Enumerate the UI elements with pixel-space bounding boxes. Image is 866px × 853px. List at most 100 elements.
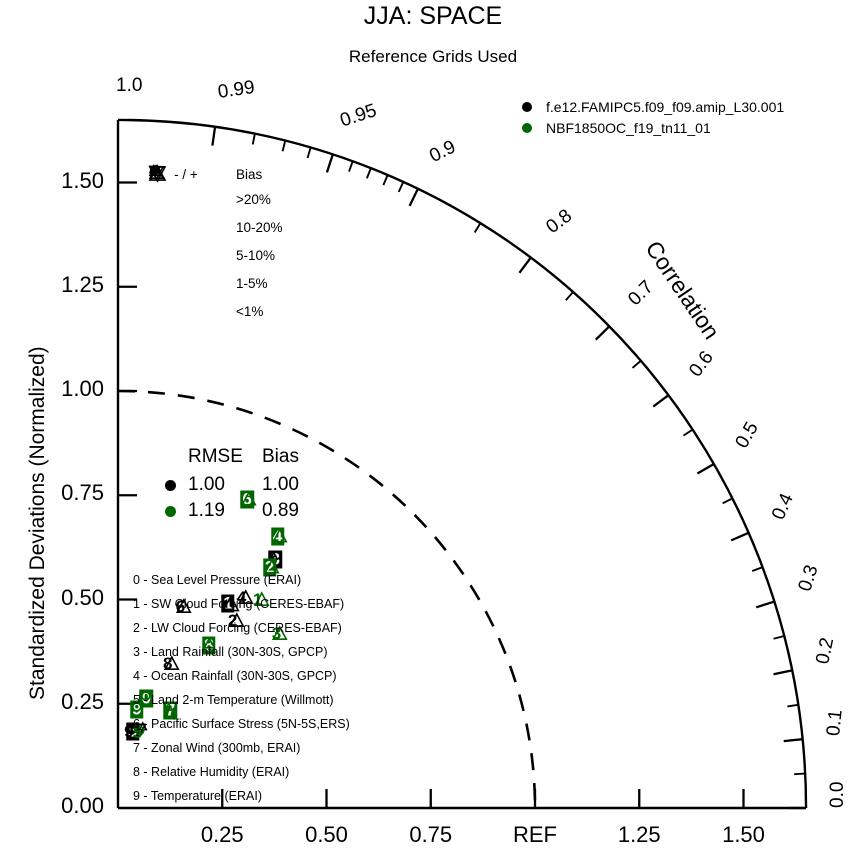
series-legend: f.e12.FAMIPC5.f09_f09.amip_L30.001 NBF18… (522, 96, 784, 138)
data-point-marker[interactable]: 1 (221, 594, 240, 614)
stats-marker-dot-icon (152, 505, 188, 517)
correlation-tick-label: 0.0 (827, 781, 849, 808)
reference-rmse-arc (117, 389, 537, 809)
x-tick-label: 0.75 (409, 822, 453, 847)
data-point-marker[interactable]: 1 (253, 591, 270, 609)
x-tick-label: 0.25 (200, 822, 244, 847)
series-legend-label: NBF1850OC_f19_tn11_01 (546, 119, 711, 136)
bias-legend-bias-header: Bias (236, 167, 263, 182)
correlation-tick (722, 497, 733, 505)
variable-list-item: 3 - Land Rainfall (30N-30S, GPCP) (133, 645, 328, 659)
series-marker-dot-icon (522, 122, 532, 133)
correlation-tick (631, 360, 642, 369)
bias-legend-sign-header: - / + (174, 167, 198, 182)
y-tick-label: 0.75 (61, 480, 104, 506)
page-title: JJA: SPACE (363, 2, 503, 30)
correlation-tick (565, 291, 574, 301)
stats-col-bias-header: Bias (262, 446, 299, 467)
correlation-tick (755, 600, 775, 609)
correlation-tick (773, 669, 793, 676)
bias-legend-label: >20% (236, 191, 271, 207)
stats-rmse-value: 1.00 (188, 474, 225, 495)
correlation-tick (211, 126, 217, 146)
correlation-tick (473, 222, 482, 234)
correlation-tick (794, 772, 806, 776)
stats-legend-header: RMSE Bias (152, 446, 299, 472)
data-point-marker[interactable]: 2 (262, 558, 280, 578)
data-point-marker[interactable]: 6 (176, 598, 193, 616)
bias-legend: - / + Bias >20% 10-20% 5-10% 1-5% <1% (148, 164, 283, 325)
stats-legend-row: 1.00 1.00 (152, 472, 299, 498)
data-point-marker[interactable]: 7 (163, 701, 178, 720)
data-point-marker[interactable]: 5 (132, 723, 145, 743)
data-point-marker[interactable]: 6 (240, 490, 257, 510)
correlation-tick (365, 167, 372, 179)
series-marker-dot-icon (522, 101, 532, 112)
stats-bias-value: 1.00 (262, 474, 299, 495)
variable-list-item: 7 - Zonal Wind (300mb, ERAI) (133, 741, 301, 755)
bias-legend-row: <1% (148, 165, 283, 325)
data-point-marker[interactable]: 9 (130, 700, 144, 719)
y-tick-label: 1.25 (61, 271, 104, 297)
correlation-tick (751, 566, 763, 572)
data-point-marker[interactable]: 4 (270, 527, 288, 546)
stats-marker-dot-icon (152, 479, 188, 491)
variable-list-item: 0 - Sea Level Pressure (ERAI) (133, 573, 302, 587)
correlation-tick (408, 188, 419, 207)
data-point-marker[interactable]: 8 (202, 635, 216, 656)
variable-list-item: 2 - LW Cloud Forcing (CERES-EBAF) (133, 621, 342, 635)
bias-legend-row: >20% (148, 164, 283, 213)
data-point-marker[interactable]: 2 (228, 612, 245, 630)
variable-list-item: 5 - Land 2-m Temperature (Willmott) (133, 693, 334, 707)
correlation-tick (306, 147, 312, 159)
y-tick-label: 0.50 (61, 584, 104, 610)
outer-correlation-arc (117, 118, 808, 809)
stats-legend-row: 1.19 0.89 (152, 498, 299, 524)
bias-legend-row: 5-10% (148, 164, 283, 269)
correlation-tick (348, 160, 354, 172)
variable-list-item: 1 - SW Cloud Forcing (CERES-EBAF) (133, 597, 345, 611)
y-tick-label: 0.00 (61, 793, 104, 818)
variable-list-item: 9 - Temperature (ERAI) (133, 789, 262, 803)
y-tick-label: 1.50 (61, 167, 104, 193)
page-subtitle: Reference Grids Used (348, 47, 518, 66)
bias-legend-label: 5-10% (236, 247, 276, 263)
correlation-tick (696, 462, 715, 475)
stats-legend: RMSE Bias 1.00 1.00 1.19 0.89 (152, 446, 299, 524)
correlation-tick (730, 531, 750, 542)
y-tick-label: 0.25 (61, 688, 104, 714)
x-tick-label: 1.25 (617, 822, 661, 847)
data-point-marker[interactable]: 9 (124, 721, 136, 741)
data-point-label: 9 (124, 721, 134, 741)
x-tick-label: 0.50 (305, 822, 348, 847)
series-legend-row: f.e12.FAMIPC5.f09_f09.amip_L30.001 (522, 96, 784, 117)
correlation-tick (787, 703, 799, 708)
correlation-tick-label: 0.1 (823, 708, 848, 737)
correlation-tick (325, 153, 334, 173)
correlation-tick (518, 256, 532, 274)
variable-list-item: 6 - Pacific Surface Stress (5N-5S,ERS) (133, 717, 350, 731)
correlation-tick (281, 140, 287, 152)
stats-bias-value: 0.89 (262, 500, 299, 521)
variable-list-item: 4 - Ocean Rainfall (30N-30S, GPCP) (133, 669, 337, 683)
correlation-tick (652, 394, 670, 408)
correlation-tick (594, 325, 611, 341)
correlation-tick (783, 738, 803, 743)
series-legend-label: f.e12.FAMIPC5.f09_f09.amip_L30.001 (546, 98, 785, 115)
data-point-label: 5 (132, 723, 143, 743)
correlation-tick (773, 635, 785, 640)
data-point-marker[interactable]: 3 (272, 625, 289, 643)
stats-rmse-value: 1.19 (188, 500, 225, 521)
correlation-tick-label: 1.0 (116, 74, 143, 96)
correlation-tick (397, 181, 405, 193)
data-point-label: 8 (202, 635, 216, 655)
x-tick-label: REF (513, 822, 557, 847)
series-legend-row: NBF1850OC_f19_tn11_01 (522, 117, 784, 138)
data-point-marker[interactable]: 8 (163, 655, 180, 673)
stats-col-rmse-header: RMSE (188, 446, 243, 467)
correlation-tick (682, 428, 694, 437)
bias-legend-rows: >20% 10-20% 5-10% 1-5% <1% (148, 164, 283, 325)
data-point-marker[interactable]: 4 (237, 589, 254, 607)
